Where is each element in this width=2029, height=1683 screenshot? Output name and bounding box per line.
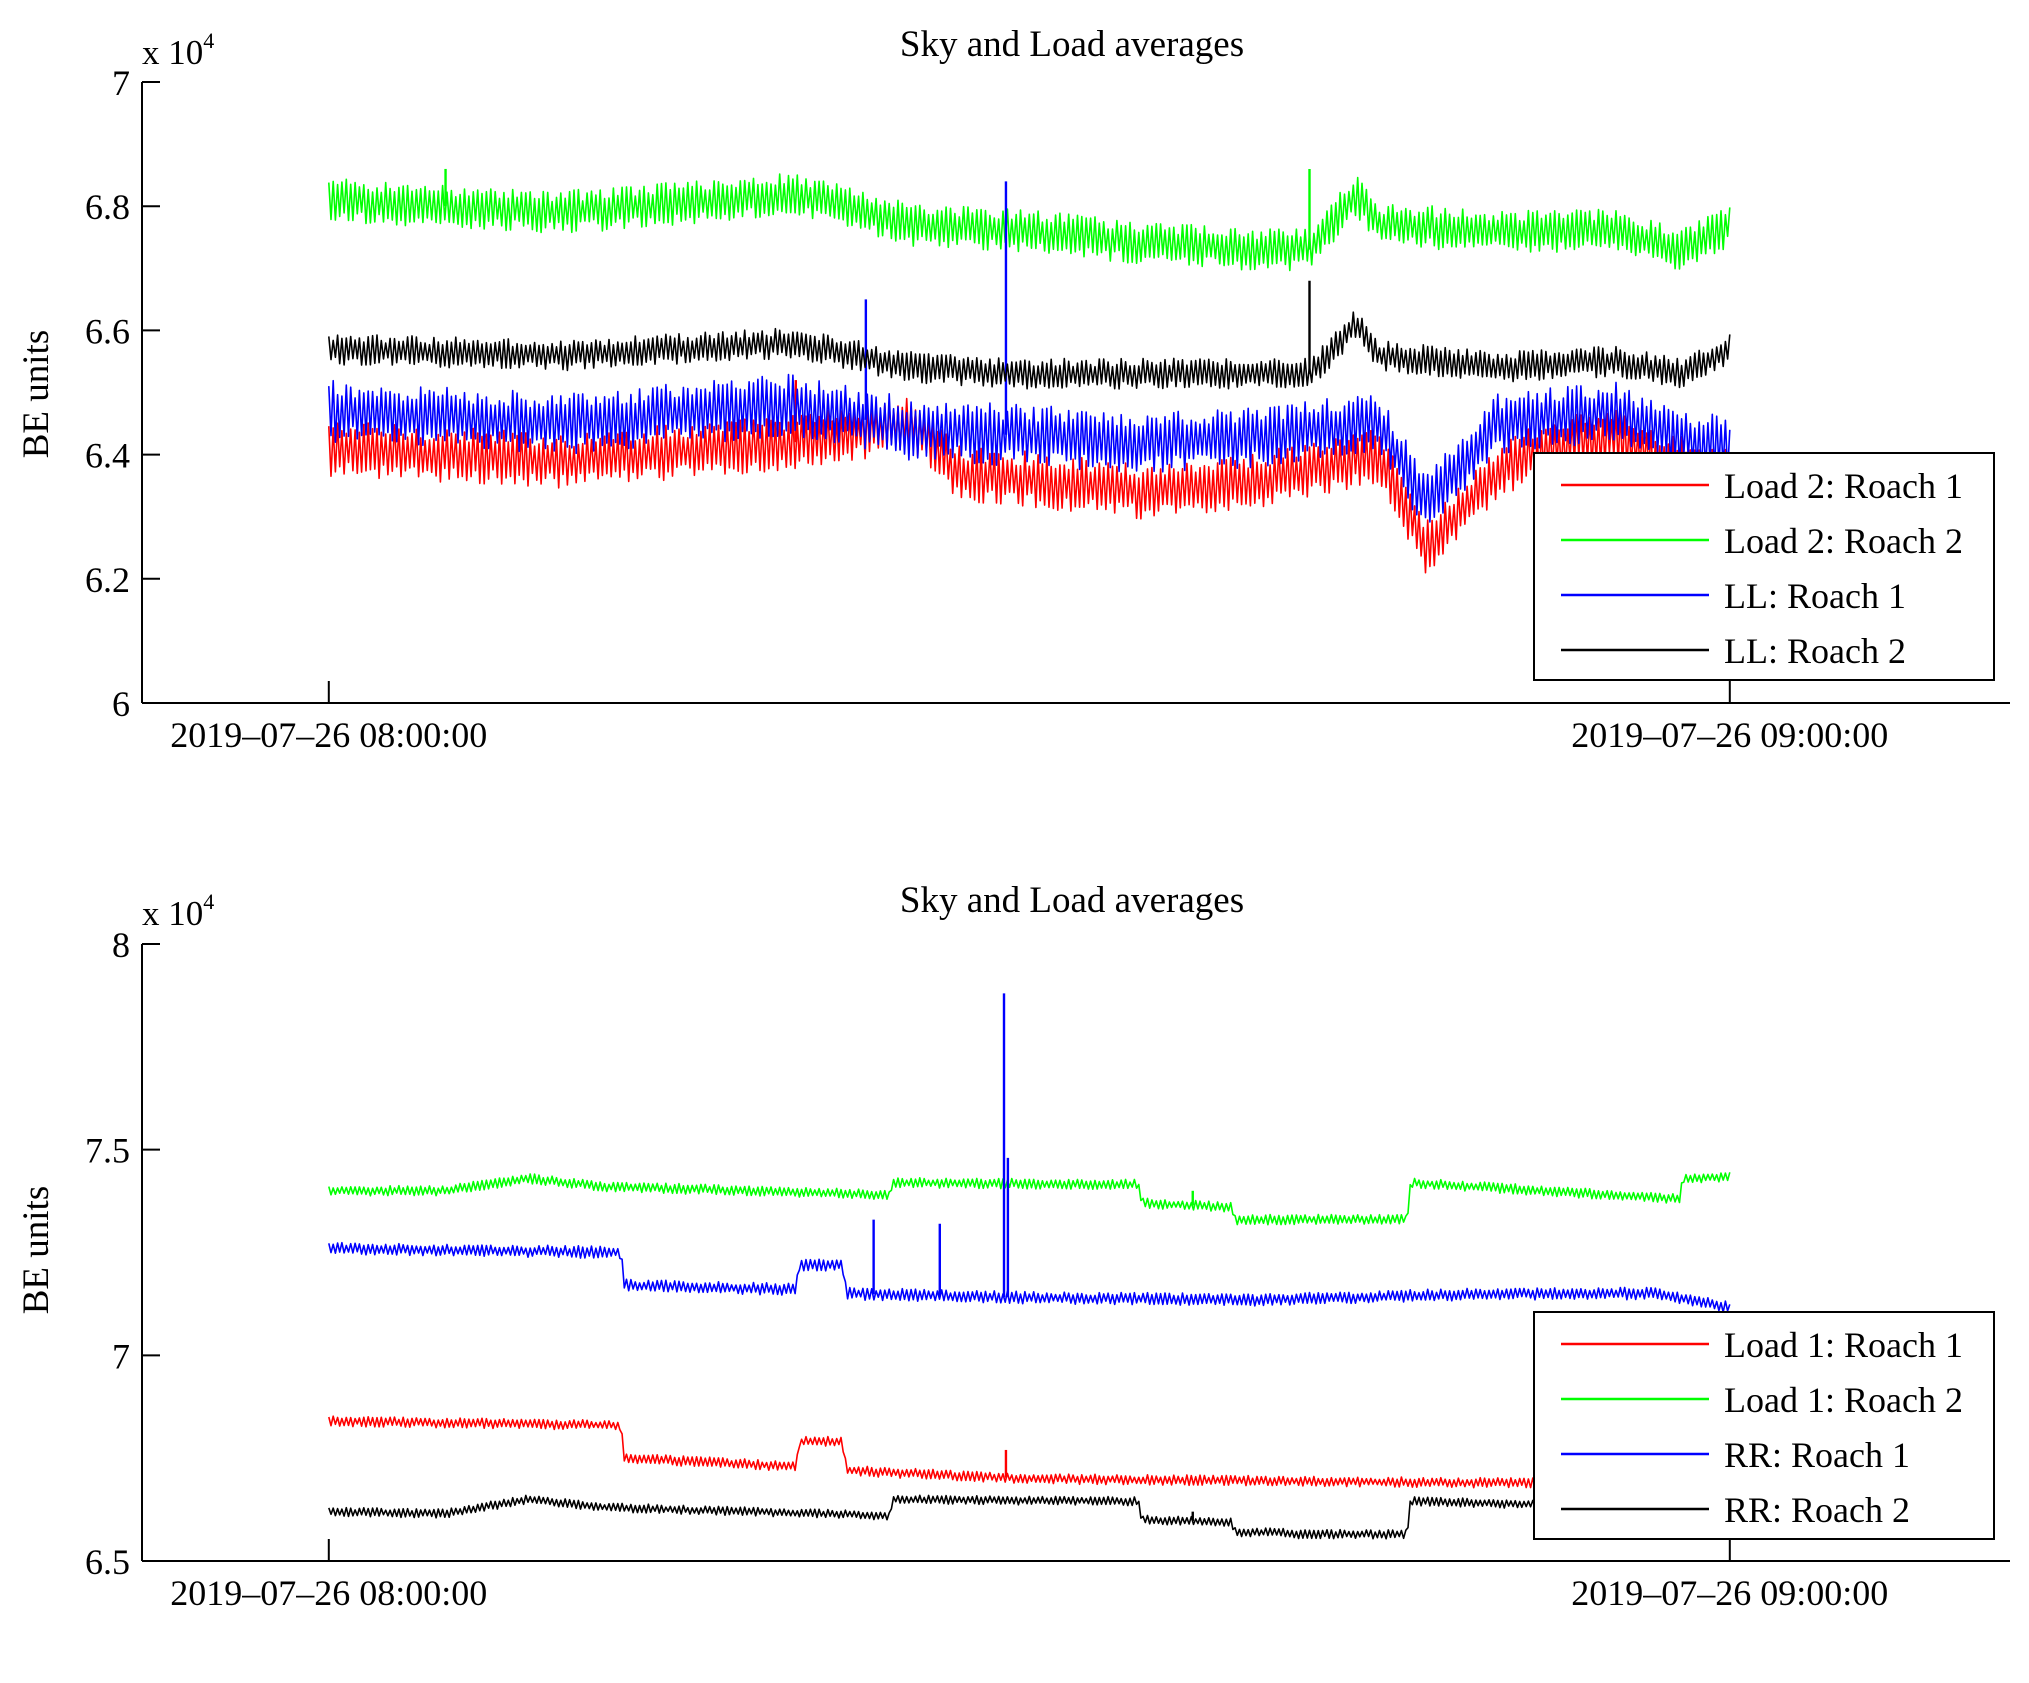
chart-top-title: Sky and Load averages [900,24,1244,65]
chart-bottom-legend: Load 1: Roach 1 Load 1: Roach 2 RR: Roach … [1533,1311,1995,1540]
chart-bottom-legend-label-rr-roach-2: RR: Roach 2 [1724,1490,1910,1530]
chart-top-x-ticks: 2019–07–26 08:00:00 2019–07–26 09:00:00 [170,681,1888,755]
chart-bottom-y-tick-label: 7 [112,1336,130,1376]
chart-top-ylabel: BE units [16,330,57,459]
chart-bottom-y-ticks: 6.5 7 7.5 8 [85,925,160,1582]
chart-top-series-ll-roach-1 [328,373,1731,523]
chart-top-y-tick-label: 7 [112,63,130,103]
chart-bottom-x-tick-label: 2019–07–26 08:00:00 [170,1573,487,1613]
chart-bottom-y-tick-label: 8 [112,925,130,965]
chart-bottom-exponent-base: x 10 [142,894,203,933]
chart-top-series-load-2-roach-1 [328,397,1731,574]
chart-top-x-tick-label: 2019–07–26 09:00:00 [1571,715,1888,755]
chart-top-x-tick-label: 2019–07–26 08:00:00 [170,715,487,755]
chart-bottom-x-tick-label: 2019–07–26 09:00:00 [1571,1573,1888,1613]
chart-top-legend-box [1533,452,1995,681]
chart-bottom-legend-label-rr-roach-1: RR: Roach 1 [1724,1435,1910,1475]
chart-bottom-exponent: x 104 [142,889,214,933]
chart-top-exponent-base: x 10 [142,33,203,72]
chart-bottom-legend-label-load-1-roach-1: Load 1: Roach 1 [1724,1325,1963,1365]
chart-bottom-series-rr-roach-2 [328,1494,1731,1540]
chart-bottom-title: Sky and Load averages [900,880,1244,921]
chart-bottom-x-ticks: 2019–07–26 08:00:00 2019–07–26 09:00:00 [170,1539,1888,1613]
chart-bottom: Sky and Load averages x 104 BE units 6.5… [16,880,2010,1613]
chart-top-series-ll-roach-2 [328,311,1731,390]
chart-top-y-tick-label: 6.4 [85,436,130,476]
chart-top-series [328,168,1731,574]
chart-top-y-tick-label: 6 [112,684,130,724]
chart-top-legend-label-ll-roach-2: LL: Roach 2 [1724,631,1906,671]
chart-bottom-exponent-power: 4 [203,889,214,914]
chart-bottom-ylabel: BE units [16,1186,57,1315]
chart-top-series-load-2-roach-2 [328,173,1731,272]
chart-top-legend-label-load-2-roach-2: Load 2: Roach 2 [1724,521,1963,561]
chart-top: Sky and Load averages x 104 BE units 6 6.… [16,24,2010,755]
chart-top-y-tick-label: 6.8 [85,187,130,227]
chart-top-y-tick-label: 6.6 [85,311,130,351]
chart-bottom-legend-label-load-1-roach-2: Load 1: Roach 2 [1724,1380,1963,1420]
chart-top-legend-label-load-2-roach-1: Load 2: Roach 1 [1724,466,1963,506]
chart-top-exponent: x 104 [142,28,214,72]
chart-bottom-y-tick-label: 6.5 [85,1542,130,1582]
chart-bottom-series-rr-roach-1 [328,1241,1731,1313]
chart-bottom-legend-box [1533,1311,1995,1540]
chart-bottom-series-load-1-roach-1 [328,1415,1731,1489]
chart-bottom-series-load-1-roach-2 [328,1172,1731,1226]
chart-top-legend-label-ll-roach-1: LL: Roach 1 [1724,576,1906,616]
chart-bottom-y-tick-label: 7.5 [85,1131,130,1171]
chart-top-y-ticks: 6 6.2 6.4 6.6 6.8 7 [85,63,160,724]
chart-bottom-series [328,993,1731,1540]
chart-top-legend: Load 2: Roach 1 Load 2: Roach 2 LL: Roach … [1533,452,1995,681]
chart-top-exponent-power: 4 [203,28,214,53]
chart-top-y-tick-label: 6.2 [85,560,130,600]
